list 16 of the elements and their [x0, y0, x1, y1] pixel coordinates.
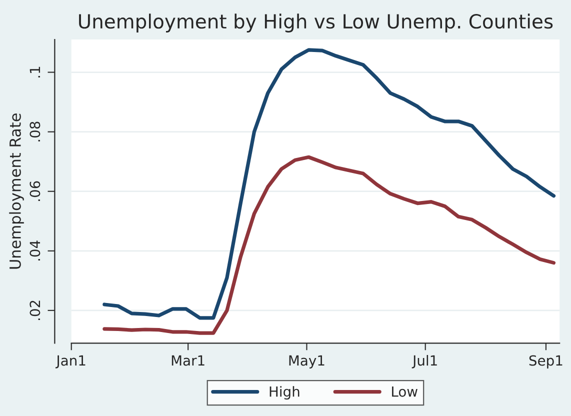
y-tick-label: .04: [30, 240, 40, 260]
y-axis-title: Unemployment Rate: [9, 114, 24, 269]
x-tick-label: Jul1: [412, 355, 437, 368]
x-tick-label: May1: [289, 355, 324, 368]
x-tick-label: Mar1: [172, 355, 204, 366]
legend-label: High: [270, 386, 300, 400]
y-tick-label: .1: [30, 66, 40, 78]
line-series: [102, 155, 556, 335]
line-series: [102, 48, 556, 320]
y-tick-label: .08: [30, 122, 40, 142]
chart-title: Unemployment by High vs Low Unemp. Counties: [79, 14, 553, 32]
x-tick-label: Jan1: [56, 355, 86, 368]
x-tick-label: Sep1: [529, 355, 562, 368]
y-tick-label: .06: [30, 181, 40, 201]
legend-label: Low: [392, 386, 418, 397]
y-tick-label: .02: [30, 300, 40, 320]
